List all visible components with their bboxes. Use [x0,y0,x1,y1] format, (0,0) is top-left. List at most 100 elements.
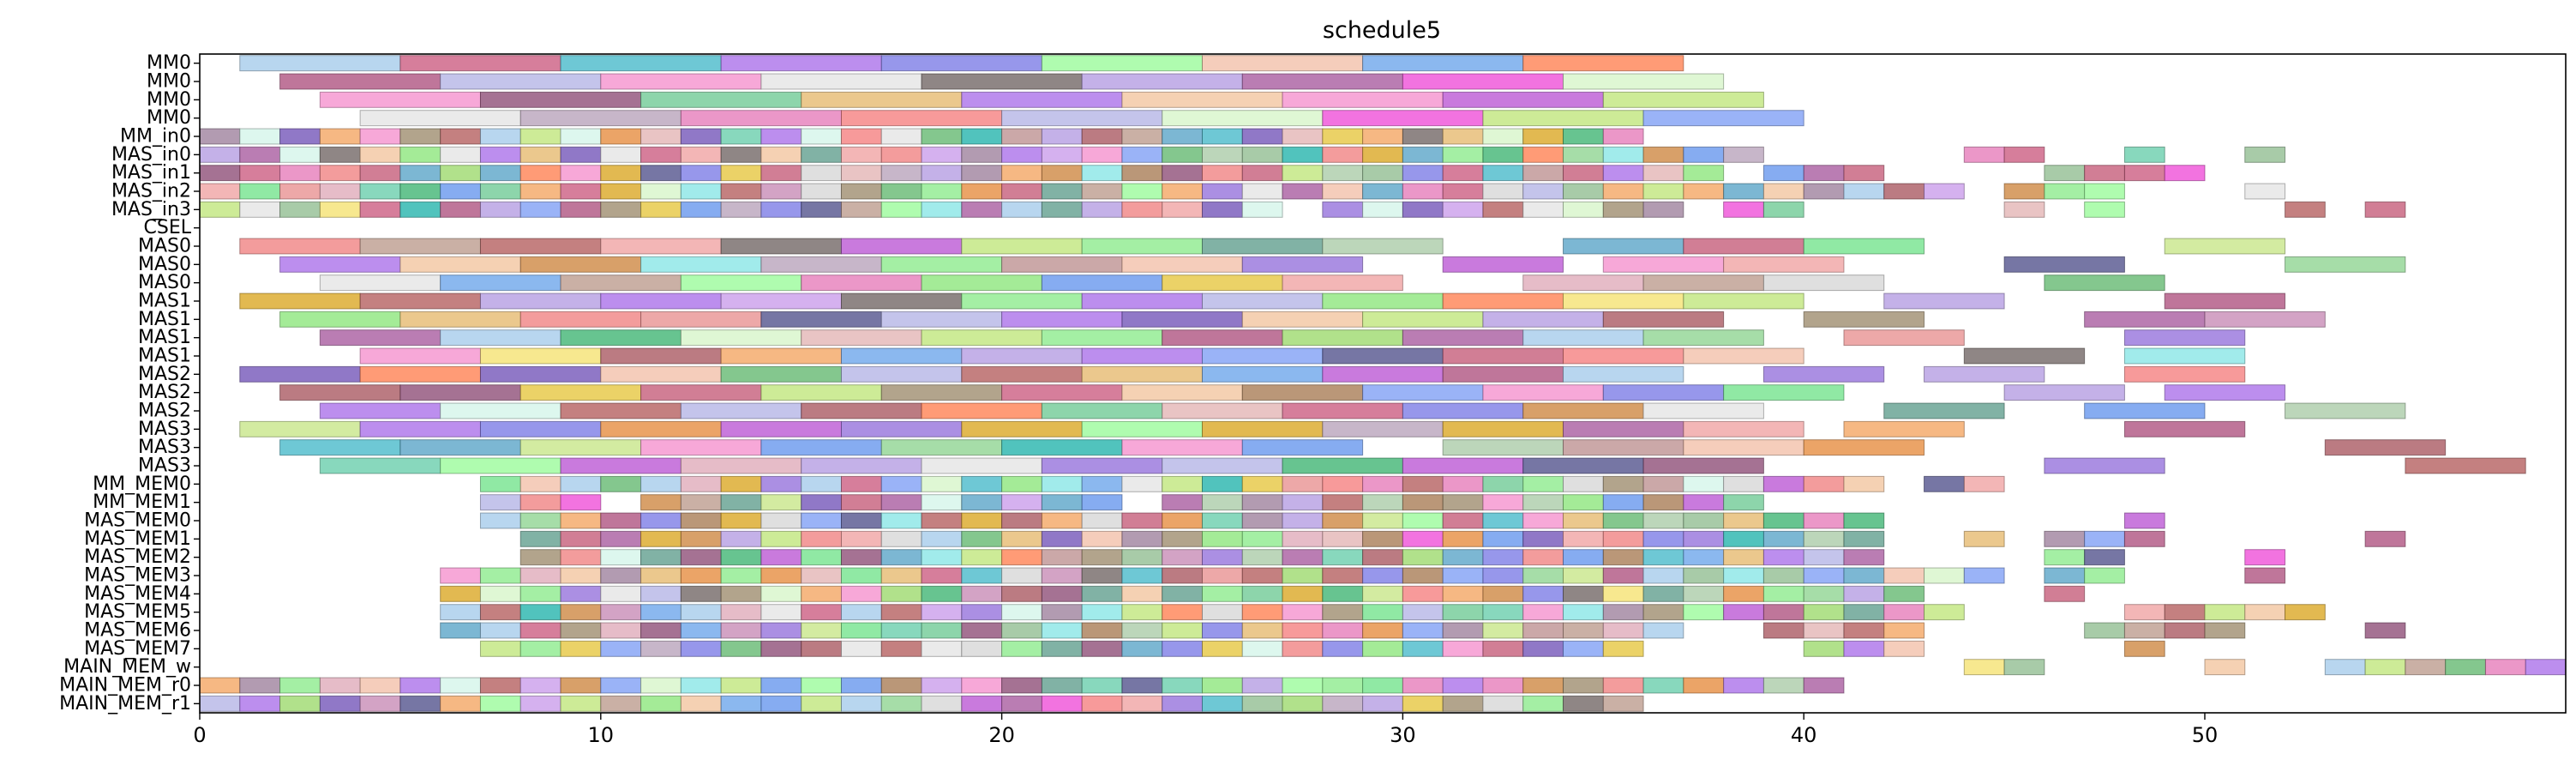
task-bar [239,201,281,218]
task-bar [880,183,922,200]
task-bar [519,640,561,657]
task-bar [720,146,762,163]
task-bar [1201,128,1243,145]
task-bar [1402,622,1444,639]
task-bar [560,604,602,621]
task-bar [1843,640,1885,657]
task-bar [1482,475,1524,492]
task-bar [440,329,561,347]
task-bar [1563,365,1684,383]
task-bar [1282,165,1324,182]
task-bar [1762,585,1804,602]
task-bar [720,585,762,602]
task-bar [2123,530,2165,547]
task-bar [1482,165,1524,182]
task-bar [1442,293,1564,310]
task-bar [1241,475,1283,492]
task-bar [1924,183,1965,200]
task-bar [1322,110,1484,127]
task-bar [1522,622,1564,639]
task-bar [1642,512,1684,529]
task-bar [1001,439,1123,456]
task-bar [560,183,602,200]
task-bar [2244,604,2286,621]
task-bar [680,183,722,200]
task-bar [1482,512,1524,529]
task-bar [1241,695,1283,712]
task-bar [440,274,561,292]
task-bar [1843,329,1965,347]
task-bar [279,677,321,694]
task-bar [801,549,842,566]
task-bar [1482,640,1524,657]
task-bar [359,183,401,200]
task-bar [801,585,842,602]
task-bar [840,420,963,437]
task-bar [1001,201,1042,218]
task-bar [1041,201,1083,218]
task-bar [1843,567,1885,584]
task-bar [1081,512,1123,529]
task-bar [1762,604,1804,621]
task-bar [600,567,642,584]
task-bar [760,494,802,511]
y-tick-label: MAS3 [138,419,191,440]
task-bar [1362,530,1403,547]
task-bar [1602,475,1644,492]
task-bar [1924,567,1965,584]
task-bar [1522,604,1564,621]
task-bar [760,311,882,328]
task-bar [1162,585,1203,602]
task-bar [1041,604,1083,621]
task-bar [1041,622,1083,639]
task-bar [1121,475,1163,492]
task-bar [199,677,241,694]
task-bar [1482,530,1524,547]
task-bar [2123,420,2246,437]
task-bar [1522,457,1644,474]
y-tick-label: MAS_in3 [111,199,191,220]
task-bar [1723,512,1764,529]
task-bar [640,475,682,492]
y-tick-label: MAS3 [138,437,191,458]
task-bar [921,512,963,529]
task-bar [1282,512,1324,529]
task-bar [2123,622,2165,639]
task-bar [1241,439,1364,456]
task-bar [560,201,602,218]
task-bar [880,640,922,657]
task-bar [961,640,1003,657]
task-bar [1121,256,1243,273]
task-bar [1241,128,1283,145]
task-bar [1442,567,1484,584]
task-bar [600,293,722,310]
task-bar [1362,567,1403,584]
task-bar [1563,293,1684,310]
task-bar [640,530,682,547]
task-bar [760,165,802,182]
task-bar [440,402,561,419]
task-bar [880,695,922,712]
task-bar [1803,622,1845,639]
task-bar [1322,512,1364,529]
task-bar [961,530,1003,547]
task-bar [600,73,762,90]
task-bar [1121,677,1163,694]
task-bar [1683,512,1725,529]
task-bar [840,677,882,694]
task-bar [1522,402,1644,419]
task-bar [1522,274,1644,292]
task-bar [1442,494,1484,511]
task-bar [1803,530,1845,547]
task-bar [1162,549,1203,566]
task-bar [1843,183,1885,200]
task-bar [1803,677,1845,694]
task-bar [2003,183,2045,200]
task-bar [961,201,1003,218]
task-bar [840,585,882,602]
task-bar [1081,238,1203,255]
y-tick-label: MAS2 [138,364,191,385]
task-bar [1081,293,1203,310]
task-bar [2405,457,2526,474]
task-bar [640,604,682,621]
